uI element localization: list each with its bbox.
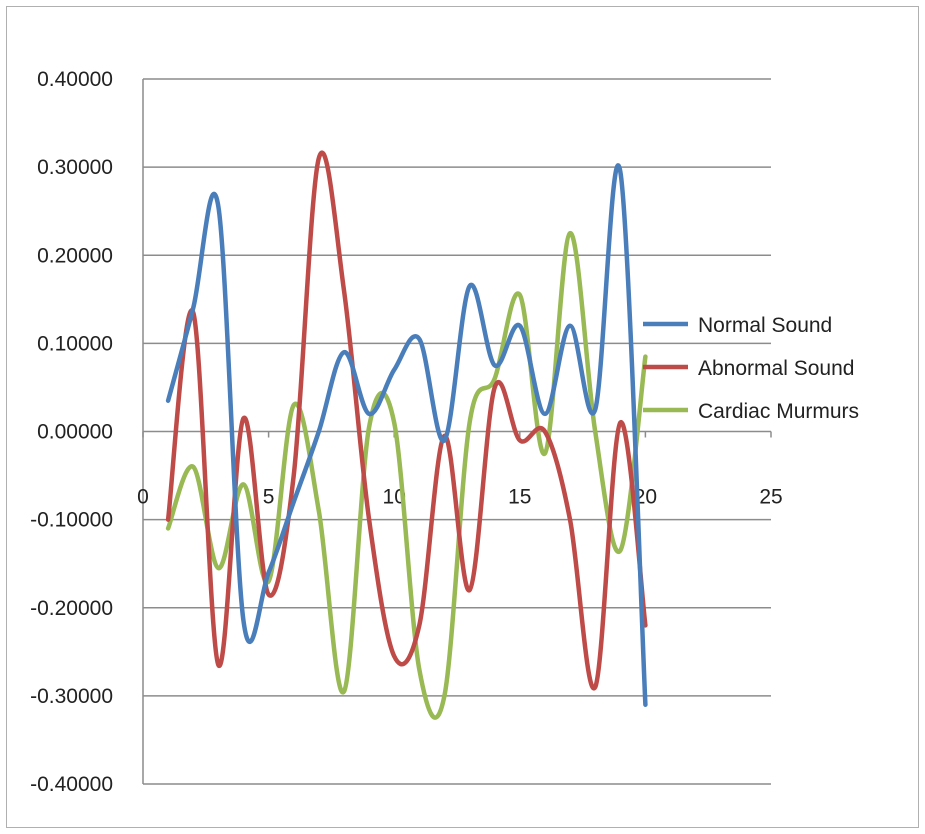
legend-label: Normal Sound (698, 314, 832, 337)
chart-frame: 0.40000 0.30000 0.20000 0.10000 0.00000 -0.10… (6, 6, 919, 828)
legend-item: Abnormal Sound (643, 357, 854, 380)
x-tick-label: 5 (263, 486, 275, 509)
x-tick-label: 0 (137, 486, 149, 509)
line-chart: 0.40000 0.30000 0.20000 0.10000 0.00000 -0.10… (30, 68, 859, 796)
y-tick-label: -0.40000 (30, 773, 113, 796)
y-tick-label: 0.30000 (37, 156, 113, 179)
series-normal-sound (165, 163, 648, 707)
legend-label: Cardiac Murmurs (698, 400, 859, 423)
y-tick-label: 0.00000 (37, 421, 113, 444)
series-line (165, 150, 648, 691)
legend-item: Cardiac Murmurs (643, 400, 859, 423)
y-tick-label: -0.20000 (30, 597, 113, 620)
series-lines (165, 150, 648, 720)
axes: 0.40000 0.30000 0.20000 0.10000 0.00000 -0.10… (30, 68, 783, 796)
x-tick-label: 15 (508, 486, 531, 509)
legend: Normal Sound Abnormal Sound Cardiac Murmur… (643, 314, 859, 423)
y-tick-label: -0.10000 (30, 509, 113, 532)
legend-item: Normal Sound (643, 314, 832, 337)
series-line (165, 230, 648, 720)
series-abnormal-sound (165, 150, 648, 691)
series-line (165, 163, 648, 707)
y-tick-label: 0.20000 (37, 244, 113, 267)
y-tick-label: 0.10000 (37, 332, 113, 355)
y-tick-label: 0.40000 (37, 68, 113, 91)
legend-label: Abnormal Sound (698, 357, 854, 380)
y-tick-label: -0.30000 (30, 685, 113, 708)
series-cardiac-murmurs (165, 230, 648, 720)
x-tick-label: 25 (759, 486, 782, 509)
